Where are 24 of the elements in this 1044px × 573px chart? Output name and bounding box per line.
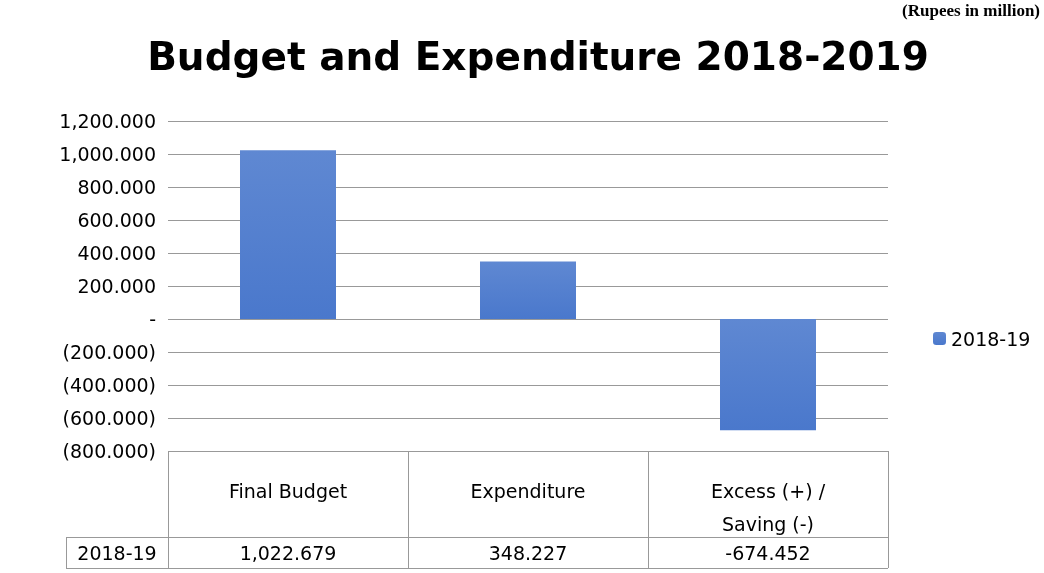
y-tick-label: 400.000 [77,242,156,264]
bar [480,261,576,319]
data-label: 348.227 [487,540,569,566]
data-label: 1,022.679 [238,540,338,566]
bar [240,150,336,319]
bar [720,319,816,431]
x-tick-label: Expenditure [470,479,586,502]
y-tick-label: (200.000) [62,341,156,363]
y-tick-label: 600.000 [77,209,156,231]
legend-label: 2018-19 [951,327,1031,350]
y-tick-label: 1,200.000 [59,110,156,132]
y-tick-label: 800.000 [77,176,156,198]
chart-title: Budget and Expenditure 2018-2019 [147,34,929,79]
data-label: -674.452 [724,540,812,566]
y-tick-label: 1,000.000 [59,143,156,165]
text: (Rupees in million) [902,1,1040,20]
text: 2018-19 [77,541,157,564]
x-tick-label: Final Budget [228,479,348,502]
y-tick-label: (400.000) [62,374,156,396]
y-tick-label: (800.000) [62,440,156,462]
y-tick-label: 200.000 [77,275,156,297]
y-tick-label: - [149,308,156,330]
y-tick-label: (600.000) [62,407,156,429]
x-tick-label: Excess (+) / Saving (-) [710,479,826,535]
